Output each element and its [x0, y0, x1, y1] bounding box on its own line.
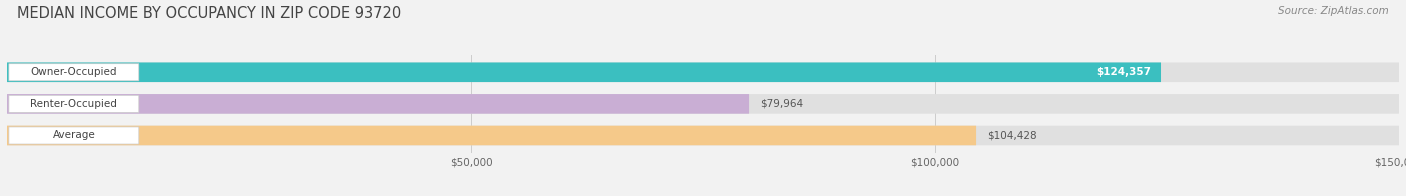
FancyBboxPatch shape	[7, 94, 1399, 114]
FancyBboxPatch shape	[7, 63, 1161, 82]
Text: $104,428: $104,428	[987, 131, 1036, 141]
Text: Source: ZipAtlas.com: Source: ZipAtlas.com	[1278, 6, 1389, 16]
Text: MEDIAN INCOME BY OCCUPANCY IN ZIP CODE 93720: MEDIAN INCOME BY OCCUPANCY IN ZIP CODE 9…	[17, 6, 401, 21]
Text: Owner-Occupied: Owner-Occupied	[31, 67, 117, 77]
FancyBboxPatch shape	[8, 95, 139, 113]
FancyBboxPatch shape	[7, 126, 1399, 145]
FancyBboxPatch shape	[7, 126, 976, 145]
Text: $124,357: $124,357	[1097, 67, 1152, 77]
FancyBboxPatch shape	[8, 64, 139, 81]
FancyBboxPatch shape	[7, 94, 749, 114]
Text: Average: Average	[52, 131, 96, 141]
FancyBboxPatch shape	[7, 63, 1399, 82]
Text: Renter-Occupied: Renter-Occupied	[31, 99, 117, 109]
FancyBboxPatch shape	[8, 127, 139, 144]
Text: $79,964: $79,964	[761, 99, 803, 109]
